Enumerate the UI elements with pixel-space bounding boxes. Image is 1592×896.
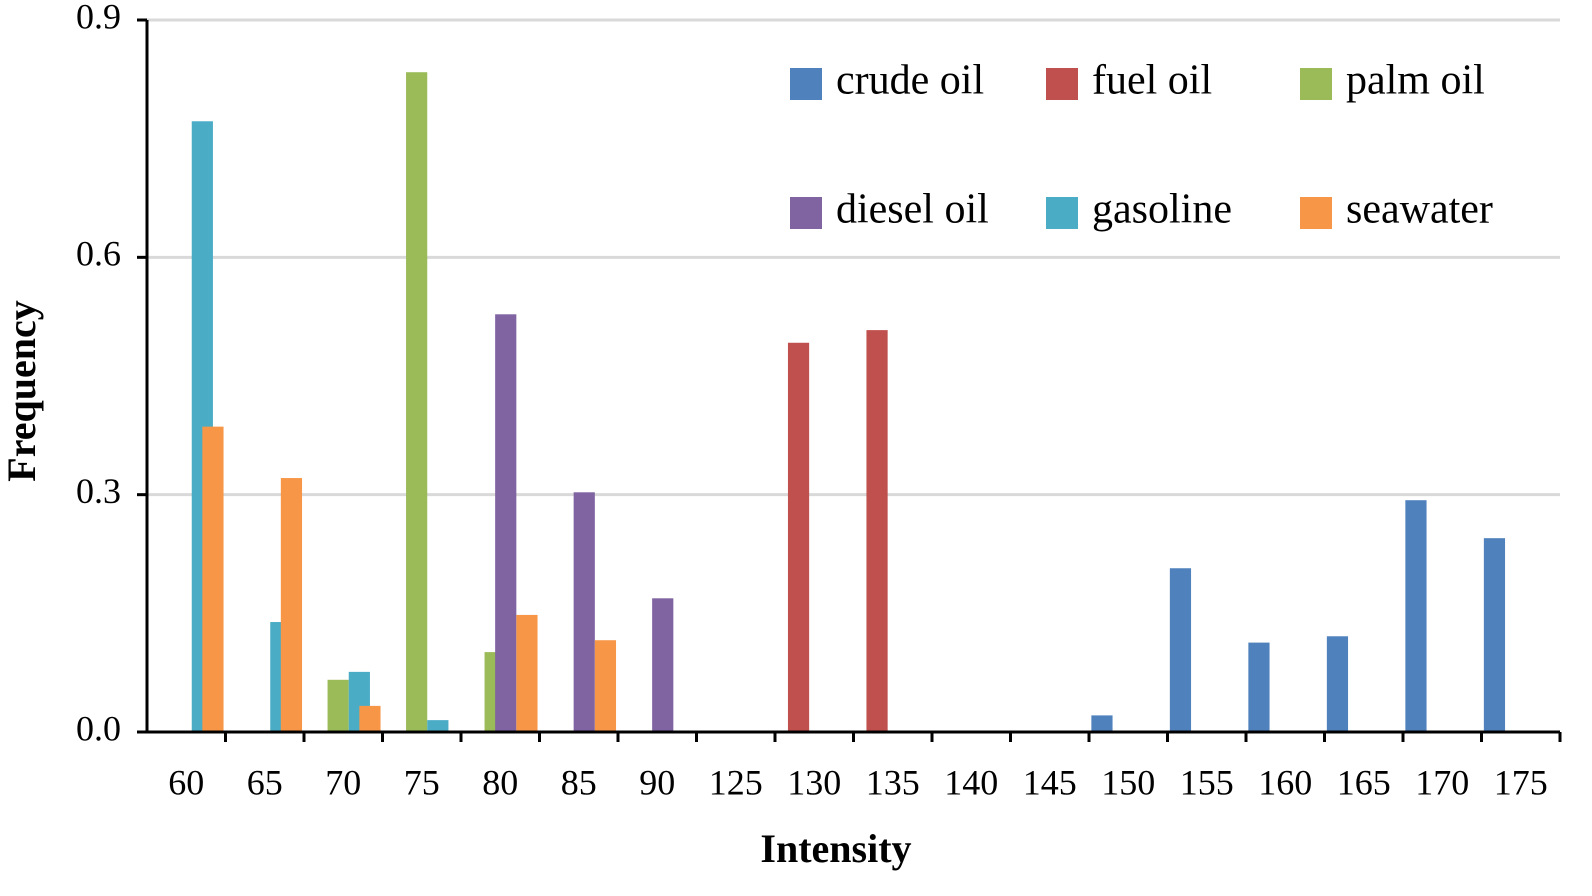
bar xyxy=(327,679,349,732)
x-tick-label: 80 xyxy=(482,762,518,802)
bar xyxy=(1169,568,1192,732)
bar xyxy=(1248,642,1270,732)
bar xyxy=(594,640,617,732)
x-tick-label: 90 xyxy=(639,762,675,802)
legend-swatch xyxy=(790,68,822,100)
legend-label: seawater xyxy=(1346,187,1493,233)
legend-label: crude oil xyxy=(836,58,984,104)
x-tick-label: 70 xyxy=(325,762,361,802)
bar xyxy=(652,598,674,732)
legend-label: diesel oil xyxy=(836,187,989,233)
bar xyxy=(495,314,517,732)
legend-label: palm oil xyxy=(1346,58,1485,104)
legend-label: gasoline xyxy=(1092,187,1232,233)
bar xyxy=(787,342,810,732)
x-tick-label: 150 xyxy=(1101,762,1155,802)
bar xyxy=(1405,500,1427,732)
y-tick-label: 0.9 xyxy=(76,0,121,36)
x-tick-label: 145 xyxy=(1023,762,1077,802)
x-tick-label: 155 xyxy=(1180,762,1234,802)
bar xyxy=(359,705,381,732)
bar xyxy=(573,492,595,732)
legend-swatch xyxy=(790,197,822,229)
bar xyxy=(427,720,449,732)
bar xyxy=(866,330,888,732)
x-tick-label: 175 xyxy=(1494,762,1548,802)
legend-swatch xyxy=(1300,197,1332,229)
bar xyxy=(202,426,224,732)
bar xyxy=(280,478,303,732)
legend-label: fuel oil xyxy=(1092,58,1212,104)
y-tick-label: 0.0 xyxy=(76,708,121,748)
x-tick-label: 125 xyxy=(709,762,763,802)
x-tick-label: 75 xyxy=(404,762,440,802)
x-axis-title: Intensity xyxy=(760,826,911,871)
bar xyxy=(406,72,428,733)
x-tick-label: 170 xyxy=(1415,762,1469,802)
y-tick-label: 0.3 xyxy=(76,471,121,511)
bar xyxy=(1483,538,1506,732)
x-tick-label: 140 xyxy=(944,762,998,802)
x-tick-label: 65 xyxy=(247,762,283,802)
bar xyxy=(1326,636,1349,732)
legend-swatch xyxy=(1300,68,1332,100)
bar xyxy=(1091,715,1113,732)
y-axis-title: Frequency xyxy=(0,300,44,481)
legend-swatch xyxy=(1046,197,1078,229)
x-tick-label: 130 xyxy=(787,762,841,802)
x-tick-label: 60 xyxy=(168,762,204,802)
bar xyxy=(516,614,538,732)
x-tick-label: 160 xyxy=(1258,762,1312,802)
y-tick-label: 0.6 xyxy=(76,234,121,274)
x-tick-label: 165 xyxy=(1337,762,1391,802)
x-tick-label: 135 xyxy=(866,762,920,802)
x-tick-label: 85 xyxy=(561,762,597,802)
legend-swatch xyxy=(1046,68,1078,100)
